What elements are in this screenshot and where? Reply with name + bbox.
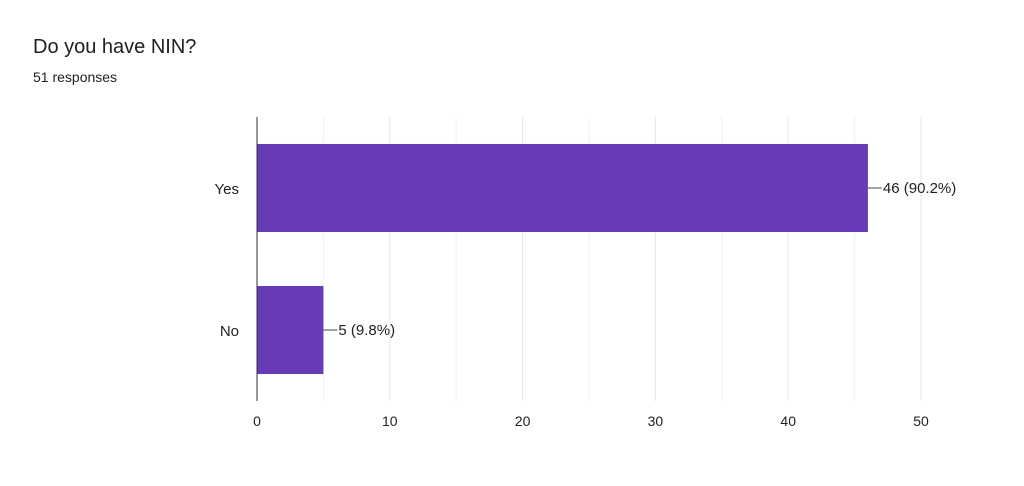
x-tick-label: 10 [382, 413, 398, 429]
x-tick-label: 40 [780, 413, 796, 429]
question-title: Do you have NIN? [33, 36, 197, 58]
labels: 46 (90.2%) Yes 5 (9.8%) No 0 10 20 30 40 50 [215, 180, 957, 429]
data-label: 46 (90.2%) [883, 180, 956, 197]
bar-yes [257, 143, 868, 233]
bars [257, 143, 868, 375]
response-count: 51 responses [33, 69, 118, 85]
category-label: No [220, 323, 239, 340]
x-tick-label: 50 [913, 413, 929, 429]
x-tick-label: 0 [253, 413, 261, 429]
bar-no [257, 285, 324, 375]
x-tick-label: 30 [648, 413, 664, 429]
category-label: Yes [215, 181, 239, 198]
data-label: 5 (9.8%) [338, 322, 395, 339]
x-tick-label: 20 [515, 413, 531, 429]
